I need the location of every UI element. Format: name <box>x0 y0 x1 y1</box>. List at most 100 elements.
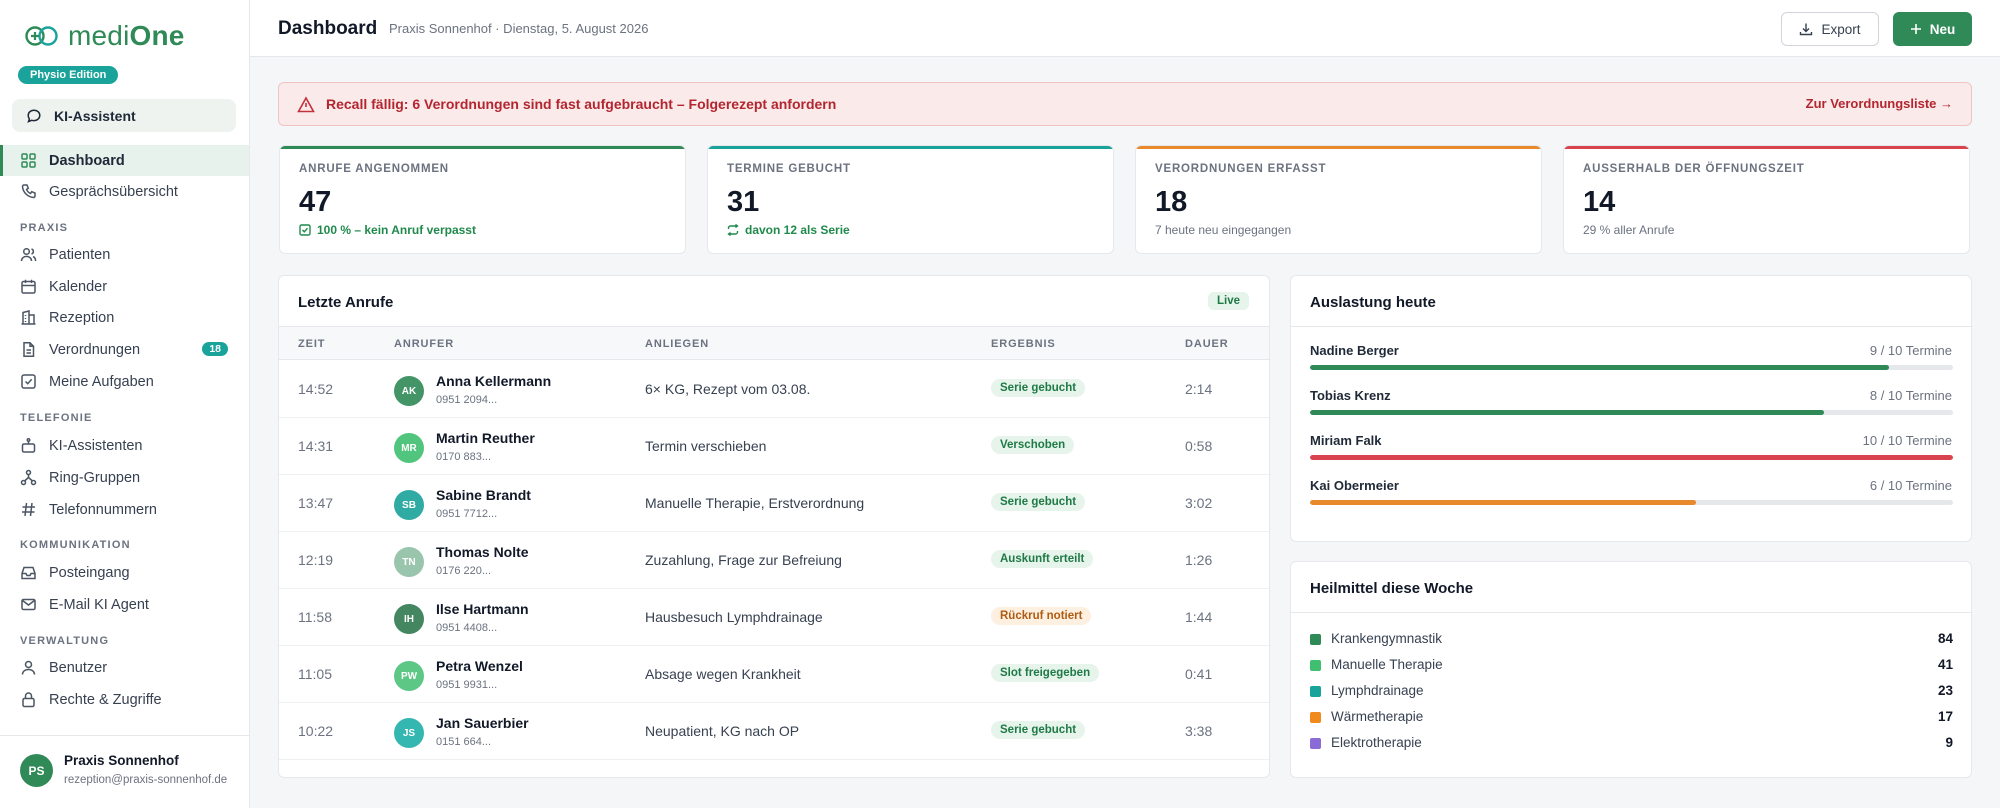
result-badge: Serie gebucht <box>991 721 1086 739</box>
table-row[interactable]: 11:58 IH Ilse Hartmann 0951 4408... Haus… <box>279 589 1269 646</box>
sidebar-item-label: Ring-Gruppen <box>49 469 141 486</box>
user-profile[interactable]: PS Praxis Sonnenhof rezeption@praxis-son… <box>0 735 249 808</box>
table-row[interactable]: 13:47 SB Sabine Brandt 0951 7712... Manu… <box>279 475 1269 532</box>
remedy-count: 41 <box>1937 657 1953 672</box>
avatar: IH <box>394 604 424 634</box>
divider <box>1291 326 1971 327</box>
progress-track <box>1310 365 1953 370</box>
call-time: 11:05 <box>298 666 332 682</box>
legend-swatch <box>1310 712 1321 723</box>
page-subtitle: Praxis Sonnenhof · Dienstag, 5. August 2… <box>389 21 649 36</box>
card-title: Letzte Anrufe <box>298 294 394 311</box>
sidebar-item-patients[interactable]: Patienten <box>0 239 249 270</box>
sidebar-item-tasks[interactable]: Meine Aufgaben <box>0 366 249 397</box>
prescription-list-link[interactable]: Zur Verordnungsliste → <box>1805 96 1953 111</box>
remedy-label: Lymphdrainage <box>1331 683 1424 698</box>
legend-swatch <box>1310 686 1321 697</box>
sidebar-item-reception[interactable]: Rezeption <box>0 302 249 333</box>
call-concern: Termin verschieben <box>645 438 767 454</box>
ki-assistant-button[interactable]: KI-Assistent <box>12 99 236 132</box>
section-title: TELEFONIE <box>20 412 93 424</box>
sidebar-item-ki-assistants[interactable]: KI-Assistenten <box>0 430 249 461</box>
sidebar-item-label: Kalender <box>49 278 108 295</box>
remedy-row: Lymphdrainage 23 <box>1310 681 1953 701</box>
new-button[interactable]: Neu <box>1893 12 1972 46</box>
brand-logo[interactable]: mediOne <box>24 20 185 52</box>
alert-message: Recall fällig: 6 Verordnungen sind fast … <box>326 96 837 112</box>
sidebar-item-prescriptions[interactable]: Verordnungen 18 <box>0 334 249 365</box>
sidebar-item-dashboard[interactable]: Dashboard <box>0 145 249 176</box>
kpi-accent-bar <box>708 146 1113 149</box>
caller-name: Petra Wenzel <box>436 658 523 674</box>
live-badge: Live <box>1207 292 1249 310</box>
sidebar-item-permissions[interactable]: Rechte & Zugriffe <box>0 684 249 715</box>
sidebar-item-ring-groups[interactable]: Ring-Gruppen <box>0 462 249 493</box>
kpi-card: AUSSERHALB DER ÖFFNUNGSZEIT 14 29 % alle… <box>1563 145 1970 254</box>
sidebar-item-conversations[interactable]: Gesprächsübersicht <box>0 176 249 207</box>
kpi-note: davon 12 als Serie <box>727 223 850 237</box>
avatar: MR <box>394 433 424 463</box>
sidebar: mediOne Physio Edition KI-Assistent Dash… <box>0 0 250 808</box>
remedy-row: Manuelle Therapie 41 <box>1310 655 1953 675</box>
ki-assistant-label: KI-Assistent <box>54 107 136 124</box>
column-header: DAUER <box>1185 338 1229 350</box>
remedy-label: Elektrotherapie <box>1331 735 1422 750</box>
section-title: KOMMUNIKATION <box>20 539 131 551</box>
caller-name: Thomas Nolte <box>436 544 529 560</box>
logo-icon <box>24 25 60 47</box>
hash-icon <box>20 501 37 518</box>
remedy-count: 84 <box>1937 631 1953 646</box>
kpi-note: 100 % – kein Anruf verpasst <box>299 223 476 237</box>
sidebar-item-inbox[interactable]: Posteingang <box>0 557 249 588</box>
therapist-name: Tobias Krenz <box>1310 388 1391 403</box>
bot-icon <box>20 437 37 454</box>
sidebar-item-label: Rezeption <box>49 309 115 326</box>
sidebar-item-users[interactable]: Benutzer <box>0 652 249 683</box>
table-row[interactable]: 14:31 MR Martin Reuther 0170 883... Term… <box>279 418 1269 475</box>
building-icon <box>20 309 37 326</box>
chat-icon <box>26 108 42 124</box>
warning-icon <box>297 96 315 114</box>
sidebar-item-phone-numbers[interactable]: Telefonnummern <box>0 494 249 525</box>
sidebar-item-calendar[interactable]: Kalender <box>0 271 249 302</box>
result-badge: Serie gebucht <box>991 493 1086 511</box>
sidebar-item-label: Gesprächsübersicht <box>49 183 178 200</box>
column-header: ZEIT <box>298 338 326 350</box>
kpi-accent-bar <box>280 146 685 149</box>
table-row[interactable]: 10:22 JS Jan Sauerbier 0151 664... Neupa… <box>279 703 1269 760</box>
count-badge: 18 <box>202 342 228 356</box>
kpi-note-text: 29 % aller Anrufe <box>1583 223 1675 237</box>
avatar: PS <box>20 754 53 787</box>
kpi-note-text: 100 % – kein Anruf verpasst <box>317 223 476 237</box>
user-icon <box>20 659 37 676</box>
avatar: TN <box>394 547 424 577</box>
recall-alert: Recall fällig: 6 Verordnungen sind fast … <box>278 82 1972 126</box>
card-title: Auslastung heute <box>1310 294 1436 311</box>
call-concern: Absage wegen Krankheit <box>645 666 801 682</box>
sidebar-item-email-agent[interactable]: E-Mail KI Agent <box>0 589 249 620</box>
remedy-row: Wärmetherapie 17 <box>1310 707 1953 727</box>
table-row[interactable]: 11:05 PW Petra Wenzel 0951 9931... Absag… <box>279 646 1269 703</box>
column-header: ERGEBNIS <box>991 338 1056 350</box>
therapist-name: Miriam Falk <box>1310 433 1382 448</box>
export-button[interactable]: Export <box>1781 12 1879 46</box>
sidebar-item-label: Rechte & Zugriffe <box>49 691 162 708</box>
kpi-label: ANRUFE ANGENOMMEN <box>299 163 449 175</box>
profile-name: Praxis Sonnenhof <box>64 753 179 768</box>
table-row[interactable]: 14:52 AK Anna Kellermann 0951 2094... 6×… <box>279 361 1269 418</box>
call-duration: 1:44 <box>1185 609 1213 625</box>
sidebar-item-label: Posteingang <box>49 564 130 581</box>
table-row[interactable]: 12:19 TN Thomas Nolte 0176 220... Zuzahl… <box>279 532 1269 589</box>
kpi-label: VERORDNUNGEN ERFASST <box>1155 163 1327 175</box>
progress-fill <box>1310 500 1696 505</box>
progress-track <box>1310 500 1953 505</box>
kpi-note: 7 heute neu eingegangen <box>1155 223 1291 237</box>
check-icon <box>299 224 311 236</box>
remedy-label: Krankengymnastik <box>1331 631 1443 646</box>
result-badge: Slot freigegeben <box>991 664 1100 682</box>
sidebar-item-label: Meine Aufgaben <box>49 373 154 390</box>
call-duration: 2:14 <box>1185 381 1213 397</box>
progress-track <box>1310 410 1953 415</box>
kpi-note-text: davon 12 als Serie <box>745 223 850 237</box>
grid-icon <box>20 152 37 169</box>
